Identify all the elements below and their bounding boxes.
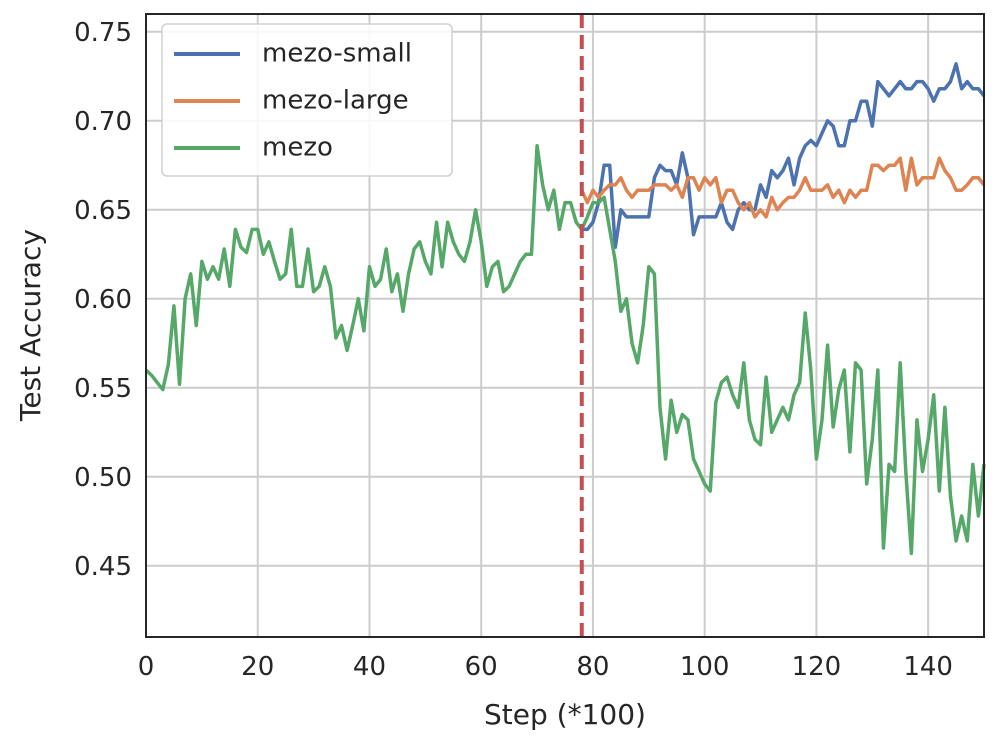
x-axis-label: Step (*100) (484, 698, 646, 731)
x-tick-label: 140 (903, 652, 953, 682)
legend: mezo-small mezo-large mezo (161, 23, 453, 177)
y-tick-label: 0.50 (74, 463, 132, 493)
x-tick-label: 40 (353, 652, 386, 682)
x-tick-label: 120 (792, 652, 842, 682)
legend-label: mezo-large (262, 86, 409, 116)
plot-frame (145, 13, 985, 638)
x-tick-label: 80 (576, 652, 609, 682)
y-tick-label: 0.65 (74, 196, 132, 226)
series-line (144, 143, 986, 556)
x-tick-label: 60 (465, 652, 498, 682)
series-line (581, 62, 986, 249)
y-tick-label: 0.70 (74, 107, 132, 137)
x-tick-label: 0 (138, 652, 155, 682)
ticks: 0.45 0.50 0.55 0.60 0.65 0.70 0.75 0 20 40 60 80 100… (74, 18, 953, 682)
legend-label: mezo-small (262, 39, 412, 69)
x-tick-label: 100 (680, 652, 730, 682)
y-tick-label: 0.55 (74, 374, 132, 404)
legend-box (161, 23, 453, 177)
y-axis-label: Test Accuracy (14, 229, 47, 422)
series-line (580, 156, 986, 219)
y-tick-label: 0.75 (74, 18, 132, 48)
y-tick-label: 0.60 (74, 285, 132, 315)
x-tick-label: 20 (241, 652, 274, 682)
legend-label: mezo (262, 133, 333, 163)
lines (144, 14, 986, 637)
y-tick-label: 0.45 (74, 552, 132, 582)
